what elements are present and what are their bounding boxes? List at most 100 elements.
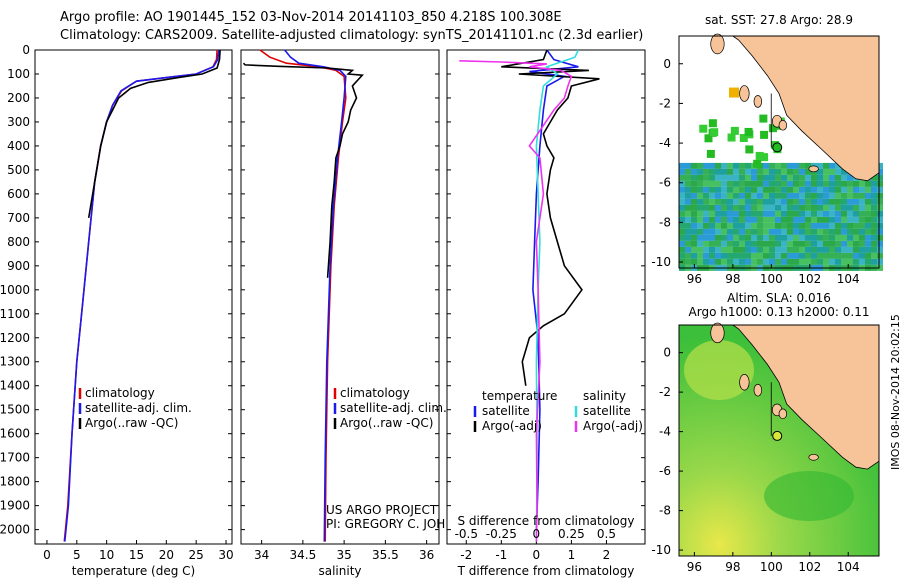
sst-cell bbox=[829, 216, 835, 223]
sst-cell bbox=[799, 180, 805, 187]
sst-cell bbox=[775, 252, 781, 259]
sst-cell bbox=[823, 246, 829, 253]
y-tick-label: 300 bbox=[7, 115, 30, 129]
sst-cell bbox=[709, 234, 715, 241]
s-tick-label: 0.5 bbox=[597, 527, 616, 541]
sst-cell bbox=[721, 240, 727, 247]
sst-cell bbox=[679, 210, 685, 217]
sst-cell bbox=[859, 198, 865, 205]
sst-cell bbox=[733, 168, 739, 175]
sst-cell bbox=[781, 204, 787, 211]
sst-cell bbox=[811, 198, 817, 205]
sst-cell bbox=[841, 204, 847, 211]
sst-cell bbox=[835, 168, 841, 175]
sst-cell bbox=[715, 210, 721, 217]
map-y-tick-label: -10 bbox=[651, 255, 671, 269]
sst-cell bbox=[769, 186, 775, 193]
sst-cell bbox=[703, 210, 709, 217]
sst-cell bbox=[793, 180, 799, 187]
sst-cell bbox=[811, 186, 817, 193]
sst-cell bbox=[775, 180, 781, 187]
sst-cell bbox=[775, 258, 781, 265]
sst-cell bbox=[769, 198, 775, 205]
sst-cell bbox=[841, 228, 847, 235]
sst-cell bbox=[805, 210, 811, 217]
sst-cell bbox=[679, 204, 685, 211]
sst-cell bbox=[715, 258, 721, 265]
sst-cell bbox=[745, 222, 751, 229]
sst-cell bbox=[859, 180, 865, 187]
temperature-panel: 0 5 10 15 20 25 300100200300400500600700800900… bbox=[0, 43, 234, 578]
sst-cell bbox=[799, 234, 805, 241]
sst-cell bbox=[865, 210, 871, 217]
sst-cell bbox=[859, 240, 865, 247]
sst-cell bbox=[853, 258, 859, 265]
sst-cell bbox=[835, 222, 841, 229]
x-tick-label: 5 bbox=[73, 548, 81, 562]
land-island bbox=[753, 95, 763, 108]
sst-cell bbox=[817, 186, 823, 193]
sst-cell bbox=[721, 186, 727, 193]
sst-cell bbox=[745, 180, 751, 187]
sst-cell bbox=[781, 222, 787, 229]
sst-cell bbox=[715, 168, 721, 175]
sst-cell bbox=[871, 204, 877, 211]
sst-cell bbox=[697, 210, 703, 217]
map-x-tick-label: 96 bbox=[687, 560, 702, 574]
sst-cell bbox=[763, 186, 769, 193]
sst-cell bbox=[697, 258, 703, 265]
sst-cell bbox=[787, 162, 793, 169]
sst-cell bbox=[775, 246, 781, 253]
sst-cell bbox=[829, 168, 835, 175]
sst-cell bbox=[781, 192, 787, 199]
sst-cell bbox=[757, 216, 763, 223]
sst-cell bbox=[841, 180, 847, 187]
sst-cell bbox=[685, 180, 691, 187]
sst-cell bbox=[877, 162, 883, 169]
sst-cell bbox=[841, 192, 847, 199]
sla-field-patch bbox=[764, 471, 854, 521]
sst-cell bbox=[751, 180, 757, 187]
sst-cell bbox=[739, 216, 745, 223]
x-axis-label: salinity bbox=[318, 564, 361, 578]
sst-cell bbox=[709, 192, 715, 199]
y-tick-label: 900 bbox=[7, 259, 30, 273]
sst-cell bbox=[817, 240, 823, 247]
sst-cell bbox=[877, 252, 883, 259]
map-x-tick-label: 96 bbox=[687, 272, 702, 286]
sst-cell bbox=[745, 168, 751, 175]
sst-cell bbox=[685, 240, 691, 247]
sst-cell bbox=[691, 258, 697, 265]
sst-cell bbox=[763, 162, 769, 169]
sst-cell bbox=[703, 252, 709, 259]
sst-cell bbox=[697, 240, 703, 247]
sst-cell bbox=[679, 162, 685, 169]
series-line-2 bbox=[87, 49, 221, 219]
sst-cell bbox=[847, 222, 853, 229]
sst-cell bbox=[877, 210, 883, 217]
map-frame bbox=[678, 35, 880, 269]
sst-cell bbox=[811, 174, 817, 181]
sst-cell bbox=[835, 186, 841, 193]
sst-cell bbox=[745, 174, 751, 181]
sst-cell bbox=[763, 228, 769, 235]
sst-cell bbox=[739, 258, 745, 265]
sst-cell bbox=[697, 192, 703, 199]
sst-cell bbox=[847, 192, 853, 199]
sst-cell bbox=[685, 204, 691, 211]
map-y-tick-label: -4 bbox=[659, 136, 671, 150]
sst-cell bbox=[697, 198, 703, 205]
sst-cell bbox=[799, 252, 805, 259]
sst-cell bbox=[721, 234, 727, 241]
legend-label-1: Argo(-adj) bbox=[482, 419, 542, 433]
sst-cell bbox=[721, 168, 727, 175]
sst-cell bbox=[703, 168, 709, 175]
sst-cell bbox=[763, 240, 769, 247]
sst-cell bbox=[793, 168, 799, 175]
sst-cell bbox=[679, 222, 685, 229]
sst-cell bbox=[703, 180, 709, 187]
sst-cell bbox=[865, 240, 871, 247]
sst-cell bbox=[757, 204, 763, 211]
series-line-2 bbox=[535, 49, 580, 542]
sst-cell bbox=[793, 204, 799, 211]
